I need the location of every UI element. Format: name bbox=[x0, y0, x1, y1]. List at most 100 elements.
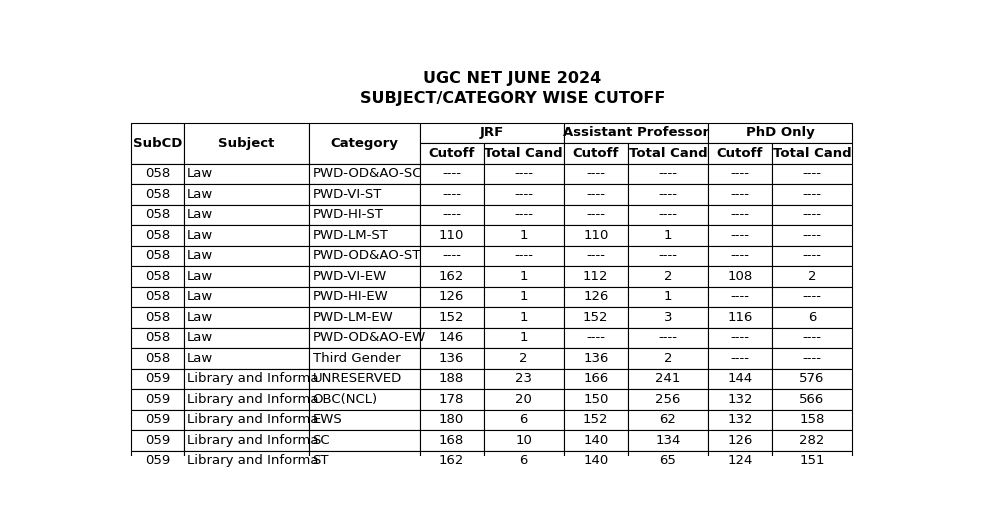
Bar bbox=[708, 328, 772, 348]
Text: Total Cand: Total Cand bbox=[773, 147, 851, 160]
Bar bbox=[184, 266, 309, 287]
Text: ----: ---- bbox=[442, 208, 461, 221]
Text: ----: ---- bbox=[442, 167, 461, 180]
Bar bbox=[309, 184, 420, 205]
Bar bbox=[628, 348, 708, 369]
Text: 256: 256 bbox=[655, 393, 681, 406]
Bar bbox=[484, 348, 564, 369]
Bar bbox=[420, 307, 484, 328]
Bar bbox=[420, 163, 484, 184]
Text: 152: 152 bbox=[583, 311, 609, 324]
Text: ----: ---- bbox=[730, 188, 749, 201]
Bar bbox=[184, 307, 309, 328]
Text: ----: ---- bbox=[803, 188, 822, 201]
Text: 6: 6 bbox=[808, 311, 816, 324]
Text: ----: ---- bbox=[586, 167, 605, 180]
Bar bbox=[628, 369, 708, 389]
Text: Third Gender: Third Gender bbox=[313, 352, 400, 365]
Bar bbox=[484, 328, 564, 348]
Text: JRF: JRF bbox=[479, 126, 504, 139]
Text: ----: ---- bbox=[442, 188, 461, 201]
Text: PWD-OD&AO-EW: PWD-OD&AO-EW bbox=[313, 331, 426, 344]
Text: Law: Law bbox=[187, 290, 213, 303]
Bar bbox=[131, 287, 184, 307]
Bar bbox=[309, 205, 420, 225]
Bar bbox=[309, 369, 420, 389]
Text: ----: ---- bbox=[658, 249, 677, 262]
Bar bbox=[564, 430, 628, 451]
Bar bbox=[131, 184, 184, 205]
Text: Library and Informa: Library and Informa bbox=[187, 413, 318, 426]
Bar bbox=[772, 163, 852, 184]
Bar bbox=[628, 266, 708, 287]
Bar bbox=[420, 348, 484, 369]
Text: 10: 10 bbox=[515, 434, 532, 447]
Bar bbox=[628, 163, 708, 184]
Bar bbox=[772, 143, 852, 163]
Bar bbox=[420, 451, 484, 471]
Bar bbox=[708, 122, 852, 143]
Text: SubCD: SubCD bbox=[133, 137, 182, 150]
Text: ----: ---- bbox=[730, 249, 749, 262]
Bar bbox=[484, 410, 564, 430]
Bar bbox=[564, 184, 628, 205]
Bar bbox=[420, 184, 484, 205]
Text: PWD-VI-ST: PWD-VI-ST bbox=[313, 188, 382, 201]
Text: ----: ---- bbox=[514, 167, 533, 180]
Text: Law: Law bbox=[187, 167, 213, 180]
Bar bbox=[184, 205, 309, 225]
Text: 058: 058 bbox=[145, 352, 170, 365]
Bar bbox=[708, 389, 772, 410]
Text: ----: ---- bbox=[803, 229, 822, 242]
Text: Assistant Professor: Assistant Professor bbox=[563, 126, 709, 139]
Bar bbox=[564, 287, 628, 307]
Text: 059: 059 bbox=[145, 413, 170, 426]
Text: 178: 178 bbox=[439, 393, 464, 406]
Text: 1: 1 bbox=[519, 331, 528, 344]
Text: 146: 146 bbox=[439, 331, 464, 344]
Bar bbox=[131, 328, 184, 348]
Bar bbox=[484, 430, 564, 451]
Bar bbox=[628, 184, 708, 205]
Text: ----: ---- bbox=[586, 331, 605, 344]
Bar bbox=[420, 205, 484, 225]
Bar bbox=[708, 246, 772, 266]
Bar bbox=[420, 266, 484, 287]
Bar bbox=[184, 122, 309, 163]
Bar bbox=[131, 246, 184, 266]
Bar bbox=[628, 410, 708, 430]
Bar bbox=[772, 451, 852, 471]
Text: 162: 162 bbox=[439, 454, 464, 467]
Bar bbox=[184, 389, 309, 410]
Text: PWD-OD&AO-SC: PWD-OD&AO-SC bbox=[313, 167, 422, 180]
Text: 132: 132 bbox=[727, 413, 753, 426]
Bar bbox=[309, 246, 420, 266]
Text: 166: 166 bbox=[583, 372, 608, 386]
Text: 058: 058 bbox=[145, 188, 170, 201]
Text: 3: 3 bbox=[664, 311, 672, 324]
Text: 282: 282 bbox=[799, 434, 825, 447]
Bar bbox=[628, 143, 708, 163]
Text: 058: 058 bbox=[145, 167, 170, 180]
Bar bbox=[420, 225, 484, 246]
Text: 1: 1 bbox=[664, 290, 672, 303]
Bar bbox=[184, 430, 309, 451]
Text: UNRESERVED: UNRESERVED bbox=[313, 372, 402, 386]
Bar bbox=[309, 163, 420, 184]
Bar bbox=[564, 369, 628, 389]
Text: 058: 058 bbox=[145, 208, 170, 221]
Bar bbox=[309, 328, 420, 348]
Bar bbox=[131, 266, 184, 287]
Text: 059: 059 bbox=[145, 454, 170, 467]
Text: Law: Law bbox=[187, 229, 213, 242]
Text: 6: 6 bbox=[520, 454, 528, 467]
Bar bbox=[772, 389, 852, 410]
Text: ----: ---- bbox=[803, 249, 822, 262]
Bar bbox=[564, 266, 628, 287]
Text: PhD Only: PhD Only bbox=[746, 126, 814, 139]
Text: 108: 108 bbox=[727, 270, 753, 283]
Bar bbox=[309, 225, 420, 246]
Text: EWS: EWS bbox=[313, 413, 342, 426]
Text: 059: 059 bbox=[145, 372, 170, 386]
Bar bbox=[309, 266, 420, 287]
